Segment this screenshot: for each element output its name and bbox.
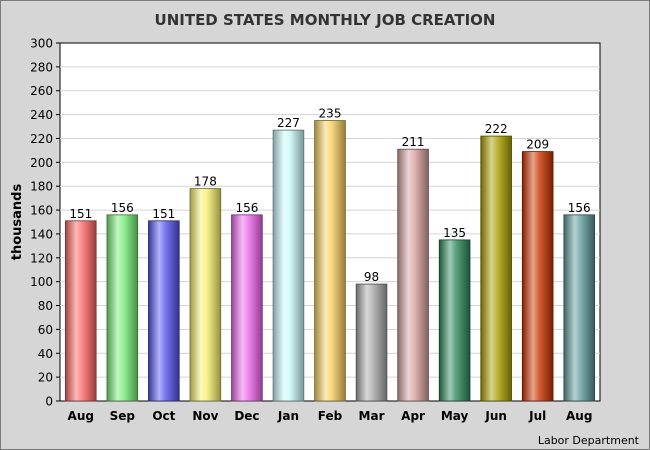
bar-jan	[272, 129, 305, 402]
x-tick-label: Sep	[110, 409, 136, 423]
bar-nov	[189, 188, 222, 402]
x-tick-label: Jun	[484, 409, 507, 423]
bar-may	[438, 239, 471, 402]
y-tick-label: 0	[45, 395, 53, 409]
bar-feb	[314, 120, 346, 402]
data-label: 227	[277, 116, 300, 130]
data-label: 156	[568, 201, 591, 215]
data-label: 151	[152, 207, 175, 221]
bar-jun	[480, 135, 512, 402]
data-label: 235	[319, 107, 342, 121]
y-tick-label: 220	[30, 132, 53, 146]
y-tick-label: 120	[30, 251, 53, 265]
bar-aug	[563, 214, 595, 402]
y-tick-label: 80	[38, 299, 53, 313]
y-tick-label: 280	[30, 60, 53, 74]
y-tick-label: 260	[30, 84, 53, 98]
x-tick-label: Aug	[566, 409, 592, 423]
x-tick-label: Mar	[359, 409, 385, 423]
data-label: 98	[364, 270, 379, 284]
x-axis-ticks: Aug Sep Oct Nov Dec Jan Feb Mar Apr May Jun Jul Aug	[68, 409, 593, 423]
y-tick-label: 240	[30, 108, 53, 122]
x-tick-label: Dec	[234, 409, 259, 423]
data-label: 156	[235, 201, 258, 215]
bar-sep	[106, 214, 139, 402]
data-label: 222	[485, 122, 508, 136]
y-tick-label: 160	[30, 204, 53, 218]
bar-dec	[231, 214, 263, 402]
y-tick-label: 140	[30, 227, 53, 241]
x-tick-label: Jan	[277, 409, 299, 423]
bar-aug	[65, 220, 97, 402]
bar-apr	[397, 148, 429, 402]
y-tick-label: 180	[30, 180, 53, 194]
data-label: 135	[443, 226, 466, 240]
chart-title: UNITED STATES MONTHLY JOB CREATION	[155, 11, 496, 29]
bar-jul	[521, 151, 554, 402]
data-label: 151	[69, 207, 92, 221]
data-label: 178	[194, 175, 217, 189]
bars: 151 156 151 178 156 227 235 98 211 135 222 209 156	[65, 107, 595, 402]
x-tick-label: Aug	[68, 409, 94, 423]
y-tick-label: 300	[30, 37, 53, 51]
x-tick-label: Jul	[528, 409, 546, 423]
y-tick-label: 100	[30, 275, 53, 289]
y-axis-ticks: 0 20 40 60 80 100 120 140 160 180 200 220 240 260 280 3…	[30, 37, 60, 409]
source-label: Labor Department	[538, 434, 640, 447]
x-tick-label: May	[441, 409, 469, 423]
data-label: 156	[111, 201, 134, 215]
x-tick-label: Apr	[401, 409, 425, 423]
y-tick-label: 20	[38, 371, 53, 385]
x-tick-label: Feb	[318, 409, 343, 423]
data-label: 209	[526, 138, 549, 152]
bar-oct	[148, 220, 180, 402]
y-tick-label: 200	[30, 156, 53, 170]
bar-mar	[355, 283, 388, 402]
x-tick-label: Oct	[152, 409, 175, 423]
y-tick-label: 40	[38, 347, 53, 361]
x-tick-label: Nov	[192, 409, 218, 423]
y-tick-label: 60	[38, 323, 53, 337]
data-label: 211	[402, 135, 425, 149]
y-axis-label: thousands	[10, 184, 25, 261]
